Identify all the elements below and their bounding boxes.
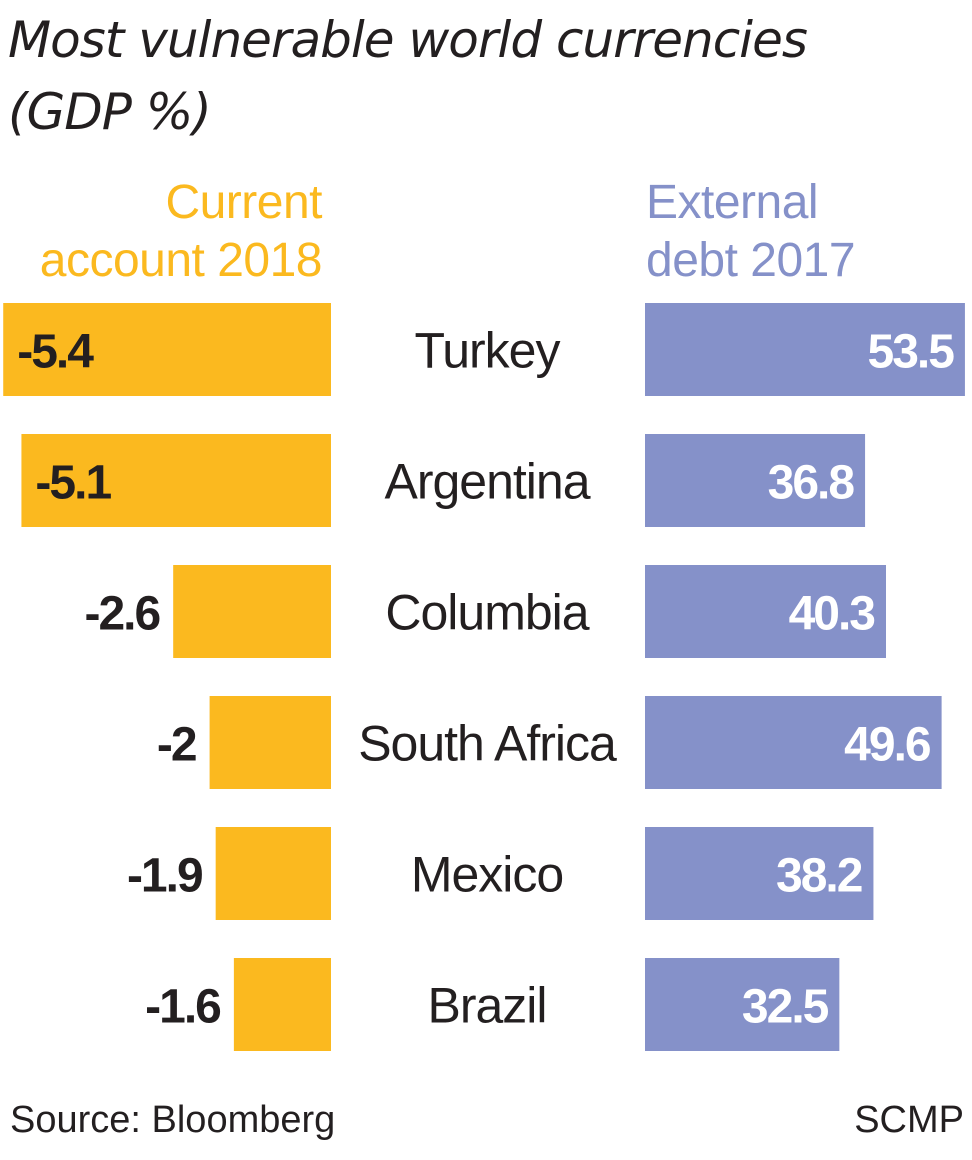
external-debt-header: External debt 2017 bbox=[646, 174, 856, 290]
current-account-bar bbox=[3, 303, 331, 396]
external-debt-value: 40.3 bbox=[789, 588, 875, 641]
title-line: Most vulnerable world currencies bbox=[8, 11, 808, 69]
subtitle-line: (GDP %) bbox=[8, 83, 212, 141]
external-debt-bar bbox=[645, 303, 965, 396]
country-label: Argentina bbox=[384, 454, 590, 510]
country-label: Mexico bbox=[411, 847, 563, 903]
current-account-bar bbox=[209, 696, 331, 789]
country-label: Turkey bbox=[415, 323, 561, 379]
external-debt-value: 53.5 bbox=[868, 326, 955, 379]
external-debt-value: 32.5 bbox=[742, 981, 829, 1034]
bar-chart: -5.4 Turkey 53.5 -5.1 Argentina 36.8 -2.6 Colum… bbox=[3, 303, 965, 1051]
current-account-header-line1: Current bbox=[165, 176, 322, 229]
external-debt-bar bbox=[645, 696, 942, 789]
current-account-bar bbox=[173, 565, 331, 658]
external-debt-bar bbox=[645, 827, 874, 920]
external-debt-header-line1: External bbox=[646, 176, 819, 229]
current-account-value: -2 bbox=[157, 719, 196, 772]
external-debt-bar bbox=[645, 565, 886, 658]
country-label: South Africa bbox=[358, 716, 617, 772]
current-account-header-line2: account 2018 bbox=[39, 234, 323, 287]
current-account-bar bbox=[233, 958, 331, 1051]
current-account-value: -1.6 bbox=[145, 981, 220, 1034]
source-note: Source: Bloomberg bbox=[10, 1099, 336, 1141]
external-debt-bar bbox=[645, 958, 840, 1051]
current-account-value: -5.1 bbox=[35, 457, 111, 510]
external-debt-value: 49.6 bbox=[844, 719, 930, 772]
country-label: Brazil bbox=[427, 978, 546, 1034]
chart-title: Most vulnerable world currencies (GDP %) bbox=[8, 4, 948, 148]
external-debt-bar bbox=[645, 434, 866, 527]
current-account-bar bbox=[215, 827, 331, 920]
current-account-value: -5.4 bbox=[17, 326, 94, 379]
external-debt-value: 38.2 bbox=[776, 850, 862, 903]
external-debt-header-line2: debt 2017 bbox=[646, 234, 856, 287]
external-debt-value: 36.8 bbox=[768, 457, 855, 510]
current-account-value: -2.6 bbox=[84, 588, 159, 641]
country-label: Columbia bbox=[385, 585, 589, 641]
current-account-header: Current account 2018 bbox=[39, 174, 323, 290]
credit-label: SCMP bbox=[854, 1099, 964, 1141]
current-account-bar bbox=[21, 434, 332, 527]
current-account-value: -1.9 bbox=[127, 850, 202, 903]
